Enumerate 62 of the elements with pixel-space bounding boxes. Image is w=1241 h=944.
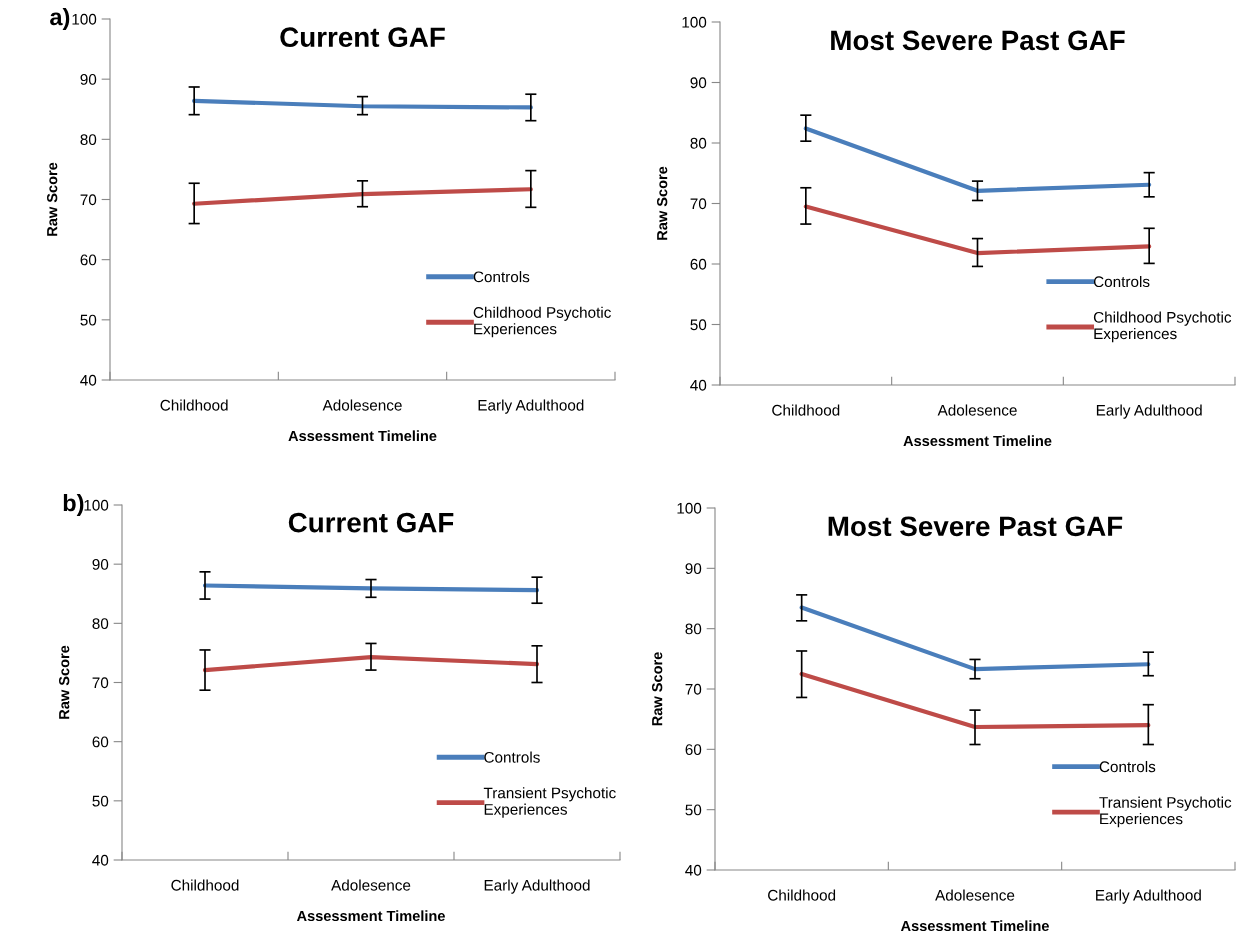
y-tick-label: 90 — [685, 563, 702, 575]
text: b) — [63, 493, 84, 517]
chart-title: Most Severe Past GAF — [831, 30, 1125, 51]
y-tick-label: 50 — [92, 795, 109, 807]
y-tick-label: 90 — [80, 74, 97, 85]
y-tick-label: 40 — [80, 374, 97, 386]
legend-label: Controls — [1093, 275, 1150, 288]
x-tick-label: Early Adulthood — [478, 399, 584, 414]
y-tick-label: 90 — [690, 77, 707, 89]
y-tick-label: 60 — [690, 258, 707, 270]
y-tick-label: 80 — [685, 623, 702, 635]
x-tick-label: Adolesence — [322, 399, 402, 411]
x-tick-label: Childhood — [768, 889, 836, 901]
x-axis-title: Assessment Timeline — [296, 910, 445, 922]
y-tick-label: 50 — [685, 804, 702, 816]
legend-label: Transient Psychotic Experiences — [483, 787, 616, 818]
x-tick-label: Childhood — [772, 404, 840, 416]
y-axis-title: Raw Score — [59, 645, 70, 719]
y-tick-label: 70 — [690, 198, 707, 210]
y-tick-label: 100 — [72, 13, 97, 25]
y-tick-label: 50 — [690, 319, 707, 331]
legend-label: Childhood Psychotic Experiences — [473, 306, 611, 338]
y-tick-label: 40 — [685, 864, 702, 876]
x-axis-title: Assessment Timeline — [900, 920, 1049, 932]
y-tick-label: 100 — [84, 499, 109, 511]
x-tick-label: Childhood — [171, 879, 239, 891]
x-tick-label: Adolesence — [935, 889, 1015, 901]
y-axis-title: Raw Score — [47, 162, 58, 236]
x-tick-label: Early Adulthood — [484, 879, 590, 894]
legend-label: Controls — [484, 751, 540, 763]
y-tick-label: 70 — [80, 194, 97, 206]
chart-title: Current GAF — [288, 512, 454, 533]
x-tick-label: Adolesence — [937, 404, 1017, 416]
y-axis-title: Raw Score — [652, 652, 663, 726]
y-tick-label: 40 — [690, 379, 707, 391]
text: a) — [50, 8, 70, 31]
y-axis-title: Raw Score — [657, 166, 668, 240]
y-tick-label: 70 — [92, 677, 109, 689]
y-tick-label: 80 — [690, 137, 707, 149]
x-tick-label: Childhood — [160, 399, 228, 411]
y-tick-label: 50 — [80, 314, 97, 326]
legend-label: Transient Psychotic Experiences — [1099, 796, 1232, 828]
y-tick-label: 80 — [92, 618, 109, 630]
y-tick-label: 90 — [92, 559, 109, 570]
chart-title: Current GAF — [280, 27, 445, 48]
x-axis-title: Assessment Timeline — [288, 430, 437, 442]
y-tick-label: 100 — [677, 502, 702, 514]
y-tick-label: 60 — [685, 744, 702, 756]
y-tick-label: 100 — [682, 16, 707, 28]
y-tick-label: 80 — [80, 134, 97, 146]
y-tick-label: 60 — [80, 254, 97, 266]
y-tick-label: 40 — [92, 854, 109, 866]
x-tick-label: Adolesence — [331, 879, 411, 891]
legend-label: Childhood Psychotic Experiences — [1093, 311, 1232, 343]
x-axis-title: Assessment Timeline — [903, 435, 1052, 447]
legend-label: Controls — [473, 271, 530, 283]
x-tick-label: Early Adulthood — [1096, 889, 1201, 904]
x-tick-label: Early Adulthood — [1096, 404, 1202, 419]
chart-title: Most Severe Past GAF — [828, 516, 1123, 537]
y-tick-label: 60 — [92, 736, 109, 748]
y-tick-label: 70 — [685, 683, 702, 695]
legend-label: Controls — [1099, 760, 1156, 773]
